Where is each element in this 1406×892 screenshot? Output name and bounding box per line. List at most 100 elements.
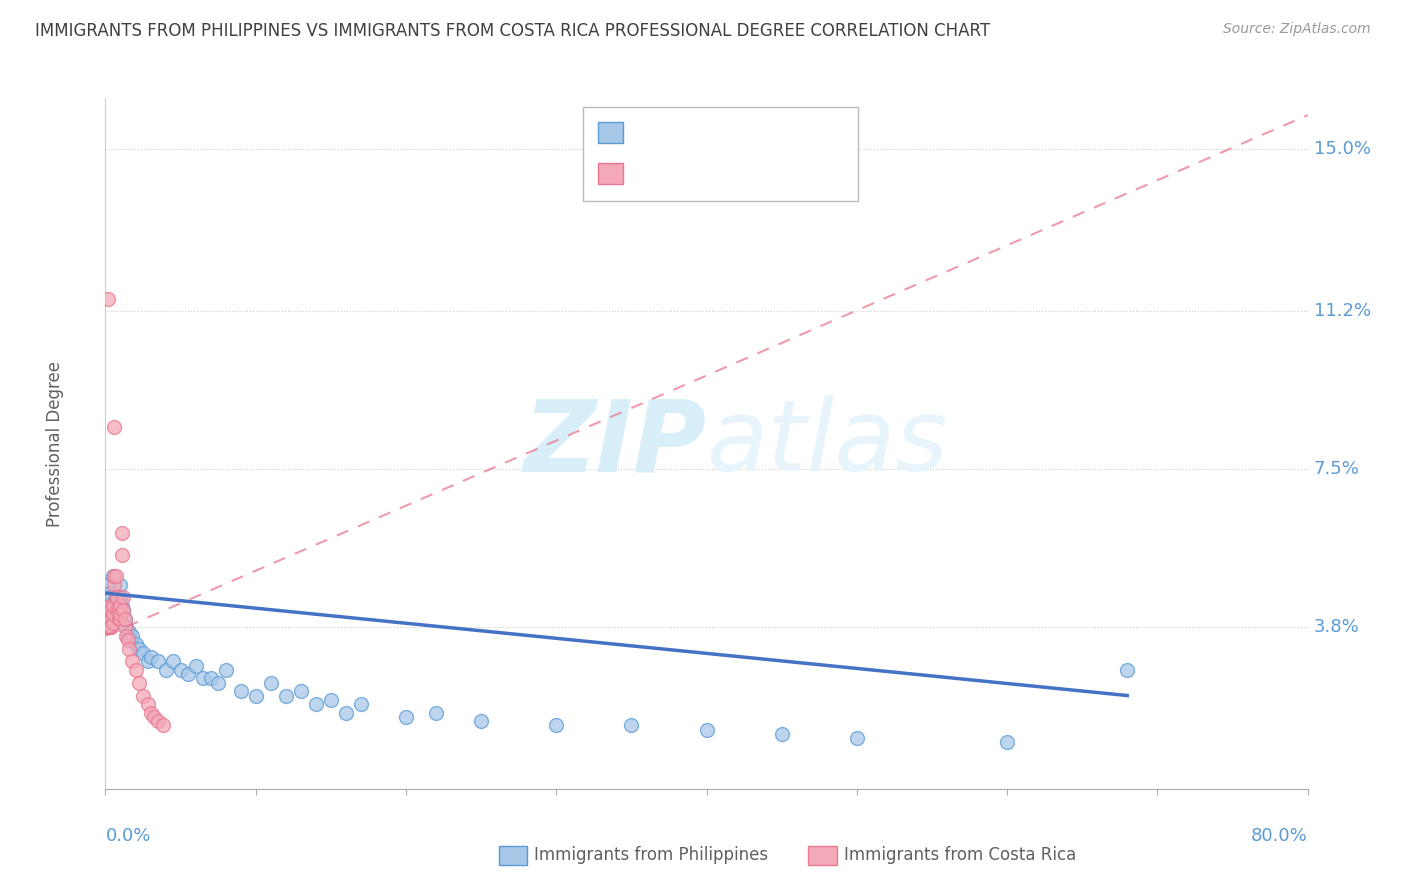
Text: Source: ZipAtlas.com: Source: ZipAtlas.com — [1223, 22, 1371, 37]
Point — [770, 727, 793, 741]
Point — [620, 718, 643, 732]
Text: 15.0%: 15.0% — [1313, 140, 1371, 158]
Point — [107, 591, 129, 605]
Point — [425, 706, 447, 720]
Point — [470, 714, 492, 728]
Text: 56: 56 — [770, 123, 793, 141]
Point — [121, 629, 143, 643]
Point — [104, 599, 127, 613]
Point — [103, 595, 125, 609]
Text: 0.228: 0.228 — [673, 164, 733, 182]
Point — [139, 706, 162, 720]
Point — [112, 603, 135, 617]
Point — [117, 629, 139, 643]
Point — [207, 675, 229, 690]
Point — [97, 577, 120, 591]
Point — [97, 603, 120, 617]
Point — [111, 548, 134, 562]
Text: Immigrants from Costa Rica: Immigrants from Costa Rica — [844, 847, 1076, 864]
Point — [184, 658, 207, 673]
Point — [100, 620, 122, 634]
Point — [162, 654, 184, 668]
Point — [107, 595, 129, 609]
Point — [110, 612, 132, 626]
Point — [319, 693, 342, 707]
Point — [696, 723, 718, 737]
Text: 43: 43 — [770, 164, 794, 182]
Point — [112, 603, 135, 617]
Point — [110, 577, 132, 591]
Point — [245, 689, 267, 703]
Point — [114, 612, 136, 626]
Text: 7.5%: 7.5% — [1313, 460, 1360, 478]
Point — [152, 718, 174, 732]
Point — [103, 569, 125, 583]
Point — [98, 586, 121, 600]
Point — [103, 419, 125, 434]
Point — [214, 663, 236, 677]
Point — [132, 689, 155, 703]
Point — [101, 599, 124, 613]
Point — [97, 612, 120, 626]
Point — [274, 689, 297, 703]
Point — [108, 612, 131, 626]
Point — [104, 591, 127, 605]
Text: R =: R = — [634, 123, 671, 141]
Text: IMMIGRANTS FROM PHILIPPINES VS IMMIGRANTS FROM COSTA RICA PROFESSIONAL DEGREE CO: IMMIGRANTS FROM PHILIPPINES VS IMMIGRANT… — [35, 22, 990, 40]
Point — [350, 697, 373, 711]
Text: 3.8%: 3.8% — [1313, 618, 1360, 636]
Point — [229, 684, 252, 698]
Text: 11.2%: 11.2% — [1313, 302, 1371, 320]
Point — [177, 667, 200, 681]
Point — [128, 675, 150, 690]
Text: ZIP: ZIP — [523, 395, 707, 492]
Text: 80.0%: 80.0% — [1251, 828, 1308, 846]
Point — [260, 675, 283, 690]
Point — [146, 654, 169, 668]
Point — [103, 577, 125, 591]
Point — [115, 620, 138, 634]
Point — [136, 697, 159, 711]
Point — [111, 526, 134, 541]
Point — [101, 569, 124, 583]
Point — [142, 710, 165, 724]
Point — [995, 735, 1018, 749]
Point — [139, 650, 162, 665]
Point — [104, 607, 127, 622]
Text: N =: N = — [733, 123, 780, 141]
Text: atlas: atlas — [707, 395, 948, 492]
Text: Immigrants from Philippines: Immigrants from Philippines — [534, 847, 769, 864]
Point — [108, 603, 131, 617]
Point — [128, 641, 150, 656]
Point — [114, 620, 136, 634]
Point — [305, 697, 328, 711]
Point — [96, 620, 118, 634]
Point — [107, 603, 129, 617]
Point — [98, 599, 121, 613]
Point — [546, 718, 568, 732]
Point — [110, 612, 132, 626]
Point — [107, 612, 129, 626]
Point — [845, 731, 868, 746]
Point — [115, 629, 138, 643]
Point — [103, 603, 125, 617]
Point — [98, 620, 121, 634]
Point — [121, 654, 143, 668]
Point — [108, 603, 131, 617]
Point — [132, 646, 155, 660]
Point — [100, 603, 122, 617]
Point — [110, 591, 132, 605]
Point — [155, 663, 177, 677]
Point — [100, 591, 122, 605]
Text: 0.0%: 0.0% — [105, 828, 150, 846]
Point — [146, 714, 169, 728]
Point — [290, 684, 312, 698]
Point — [97, 292, 120, 306]
Point — [117, 633, 139, 648]
Point — [101, 615, 124, 630]
Point — [124, 663, 146, 677]
Point — [110, 599, 132, 613]
Point — [169, 663, 191, 677]
Point — [118, 624, 141, 639]
Point — [136, 654, 159, 668]
